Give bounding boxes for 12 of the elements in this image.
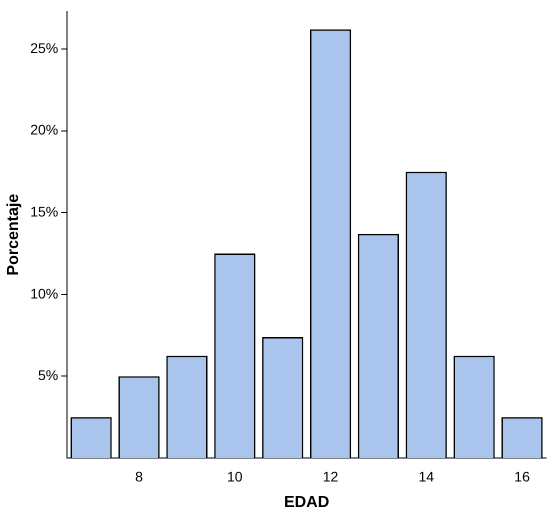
x-tick-label: 10 (227, 468, 243, 484)
x-tick-label: 16 (514, 468, 530, 484)
x-tick-label: 14 (418, 468, 434, 484)
x-tick-label: 8 (135, 468, 144, 484)
y-tick-label: 15% (30, 203, 58, 220)
x-axis-title: EDAD (284, 494, 330, 511)
y-tick-label: 20% (30, 122, 58, 138)
y-axis-title: Porcentaje (5, 194, 22, 276)
y-tick-label: 25% (30, 40, 58, 56)
x-tick-label: 12 (322, 468, 339, 484)
y-tick-label: 5% (38, 367, 58, 384)
y-tick-label: 10% (30, 285, 58, 302)
